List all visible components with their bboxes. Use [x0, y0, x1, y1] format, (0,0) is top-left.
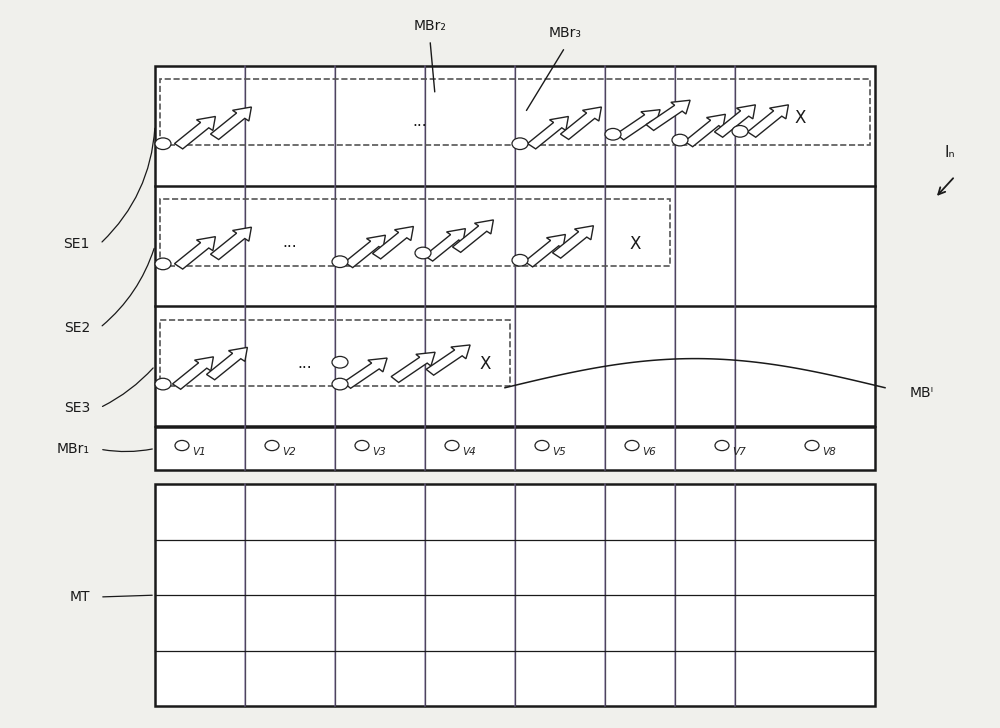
FancyArrow shape — [528, 116, 568, 149]
Text: MBr₂: MBr₂ — [414, 19, 446, 33]
Text: V4: V4 — [462, 447, 476, 457]
Bar — [155, 427, 875, 470]
FancyArrow shape — [561, 107, 601, 140]
Text: ...: ... — [298, 356, 312, 371]
Text: V1: V1 — [192, 447, 206, 457]
Text: X: X — [479, 355, 491, 373]
Text: V5: V5 — [552, 447, 566, 457]
Circle shape — [415, 247, 431, 258]
Circle shape — [175, 440, 189, 451]
Text: V8: V8 — [822, 447, 836, 457]
Text: MBᴵ: MBᴵ — [910, 386, 934, 400]
Circle shape — [155, 379, 171, 390]
Text: V2: V2 — [282, 447, 296, 457]
FancyArrow shape — [684, 114, 725, 147]
Circle shape — [535, 440, 549, 451]
Text: ...: ... — [283, 234, 297, 250]
FancyArrow shape — [343, 358, 387, 388]
Circle shape — [445, 440, 459, 451]
Circle shape — [715, 440, 729, 451]
Text: X: X — [794, 109, 806, 127]
FancyArrow shape — [453, 220, 493, 253]
FancyArrow shape — [616, 110, 660, 140]
Text: V3: V3 — [372, 447, 386, 457]
FancyArrow shape — [175, 237, 215, 269]
FancyArrow shape — [391, 352, 435, 382]
FancyArrow shape — [425, 229, 465, 261]
Circle shape — [355, 440, 369, 451]
Text: SE3: SE3 — [64, 400, 90, 415]
FancyArrow shape — [211, 107, 251, 140]
Circle shape — [332, 357, 348, 368]
Bar — [155, 66, 875, 426]
Text: MBr₃: MBr₃ — [548, 26, 582, 40]
Text: SE1: SE1 — [64, 237, 90, 251]
Circle shape — [512, 254, 528, 266]
FancyArrow shape — [173, 357, 213, 389]
Text: ...: ... — [413, 114, 427, 130]
Bar — [160, 79, 870, 146]
Text: MT: MT — [70, 590, 90, 604]
Bar — [155, 484, 875, 706]
Bar — [160, 320, 510, 386]
Text: MBr₁: MBr₁ — [57, 442, 90, 456]
Circle shape — [332, 379, 348, 390]
Circle shape — [605, 128, 621, 140]
FancyArrow shape — [345, 235, 385, 268]
Circle shape — [732, 125, 748, 137]
Circle shape — [512, 138, 528, 149]
Text: V7: V7 — [732, 447, 746, 457]
FancyArrow shape — [211, 227, 251, 260]
FancyArrow shape — [553, 226, 593, 258]
Circle shape — [672, 134, 688, 146]
Circle shape — [265, 440, 279, 451]
Text: V6: V6 — [642, 447, 656, 457]
Text: SE2: SE2 — [64, 320, 90, 335]
FancyArrow shape — [525, 234, 565, 267]
FancyArrow shape — [748, 105, 788, 138]
FancyArrow shape — [373, 226, 413, 259]
Circle shape — [332, 256, 348, 267]
Circle shape — [155, 258, 171, 269]
FancyArrow shape — [426, 345, 470, 375]
FancyArrow shape — [646, 100, 690, 130]
FancyArrow shape — [714, 105, 755, 138]
Text: X: X — [629, 234, 641, 253]
FancyArrow shape — [207, 347, 247, 380]
Circle shape — [805, 440, 819, 451]
Circle shape — [625, 440, 639, 451]
Text: Iₙ: Iₙ — [945, 146, 956, 160]
Circle shape — [155, 138, 171, 149]
FancyArrow shape — [175, 116, 215, 149]
Bar — [160, 199, 670, 266]
